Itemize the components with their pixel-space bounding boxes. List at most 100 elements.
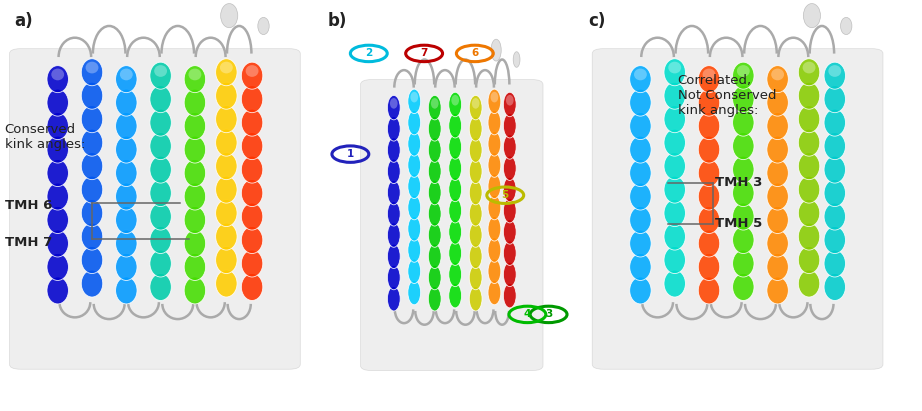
Ellipse shape — [449, 156, 462, 180]
Ellipse shape — [408, 132, 420, 156]
Ellipse shape — [81, 59, 102, 86]
Ellipse shape — [488, 259, 501, 284]
Ellipse shape — [81, 247, 102, 274]
Ellipse shape — [449, 284, 462, 308]
Ellipse shape — [798, 59, 820, 86]
Ellipse shape — [733, 62, 754, 89]
Ellipse shape — [824, 156, 845, 183]
Ellipse shape — [798, 223, 820, 250]
Ellipse shape — [491, 39, 502, 61]
Ellipse shape — [47, 66, 68, 92]
Ellipse shape — [81, 200, 102, 226]
Ellipse shape — [216, 270, 237, 297]
Ellipse shape — [150, 156, 171, 183]
Ellipse shape — [184, 113, 206, 140]
Ellipse shape — [387, 159, 400, 184]
Ellipse shape — [154, 65, 167, 77]
Ellipse shape — [630, 206, 651, 233]
Ellipse shape — [242, 85, 263, 113]
Ellipse shape — [150, 250, 171, 277]
Ellipse shape — [767, 206, 788, 233]
Ellipse shape — [115, 183, 137, 210]
Ellipse shape — [824, 250, 845, 277]
Ellipse shape — [81, 129, 102, 156]
Text: TMH 5: TMH 5 — [715, 217, 762, 231]
Ellipse shape — [767, 183, 788, 210]
Ellipse shape — [824, 85, 845, 113]
Ellipse shape — [630, 183, 651, 210]
Ellipse shape — [449, 241, 462, 266]
Ellipse shape — [503, 284, 516, 308]
Ellipse shape — [431, 98, 439, 109]
Ellipse shape — [824, 133, 845, 159]
Ellipse shape — [798, 106, 820, 133]
Ellipse shape — [81, 106, 102, 133]
Ellipse shape — [824, 273, 845, 300]
Ellipse shape — [506, 95, 514, 106]
Ellipse shape — [408, 195, 420, 220]
Ellipse shape — [698, 230, 720, 257]
Text: 3: 3 — [545, 309, 552, 319]
Ellipse shape — [824, 109, 845, 136]
Ellipse shape — [216, 223, 237, 250]
Ellipse shape — [733, 180, 754, 207]
Ellipse shape — [664, 223, 685, 250]
Ellipse shape — [630, 277, 651, 304]
Ellipse shape — [47, 230, 68, 257]
Ellipse shape — [472, 98, 479, 109]
Ellipse shape — [429, 244, 441, 268]
Ellipse shape — [47, 136, 68, 163]
Ellipse shape — [242, 250, 263, 277]
Ellipse shape — [184, 159, 206, 187]
Ellipse shape — [733, 109, 754, 136]
Ellipse shape — [733, 273, 754, 300]
FancyBboxPatch shape — [361, 80, 543, 371]
Ellipse shape — [216, 200, 237, 226]
Ellipse shape — [216, 82, 237, 109]
Ellipse shape — [698, 254, 720, 280]
Ellipse shape — [390, 98, 397, 109]
Ellipse shape — [449, 92, 462, 117]
Ellipse shape — [449, 113, 462, 138]
Ellipse shape — [698, 277, 720, 304]
Ellipse shape — [824, 203, 845, 230]
Ellipse shape — [47, 183, 68, 210]
Text: TMH 6: TMH 6 — [5, 199, 52, 212]
Ellipse shape — [698, 206, 720, 233]
Ellipse shape — [634, 69, 647, 80]
Ellipse shape — [503, 113, 516, 138]
Ellipse shape — [767, 136, 788, 163]
Ellipse shape — [703, 69, 715, 80]
Ellipse shape — [47, 254, 68, 280]
Ellipse shape — [408, 89, 420, 113]
Ellipse shape — [184, 183, 206, 210]
Ellipse shape — [767, 113, 788, 140]
Ellipse shape — [242, 156, 263, 183]
Text: 2: 2 — [365, 48, 372, 58]
Ellipse shape — [733, 85, 754, 113]
Ellipse shape — [664, 176, 685, 203]
Ellipse shape — [242, 273, 263, 300]
Ellipse shape — [630, 113, 651, 140]
Ellipse shape — [115, 136, 137, 163]
Ellipse shape — [698, 89, 720, 116]
Ellipse shape — [216, 59, 237, 86]
Ellipse shape — [664, 106, 685, 133]
Ellipse shape — [664, 200, 685, 226]
Ellipse shape — [798, 247, 820, 274]
Ellipse shape — [115, 66, 137, 92]
Text: Correlated,
Not Conserved
kink angles:: Correlated, Not Conserved kink angles: — [678, 74, 776, 117]
Ellipse shape — [503, 241, 516, 266]
Ellipse shape — [188, 69, 201, 80]
Ellipse shape — [771, 69, 784, 80]
Ellipse shape — [664, 129, 685, 156]
Ellipse shape — [408, 174, 420, 199]
Ellipse shape — [408, 280, 420, 305]
Ellipse shape — [488, 111, 501, 135]
Ellipse shape — [733, 133, 754, 159]
Ellipse shape — [798, 176, 820, 203]
Ellipse shape — [150, 62, 171, 89]
Ellipse shape — [120, 69, 133, 80]
Ellipse shape — [115, 230, 137, 257]
Ellipse shape — [733, 250, 754, 277]
